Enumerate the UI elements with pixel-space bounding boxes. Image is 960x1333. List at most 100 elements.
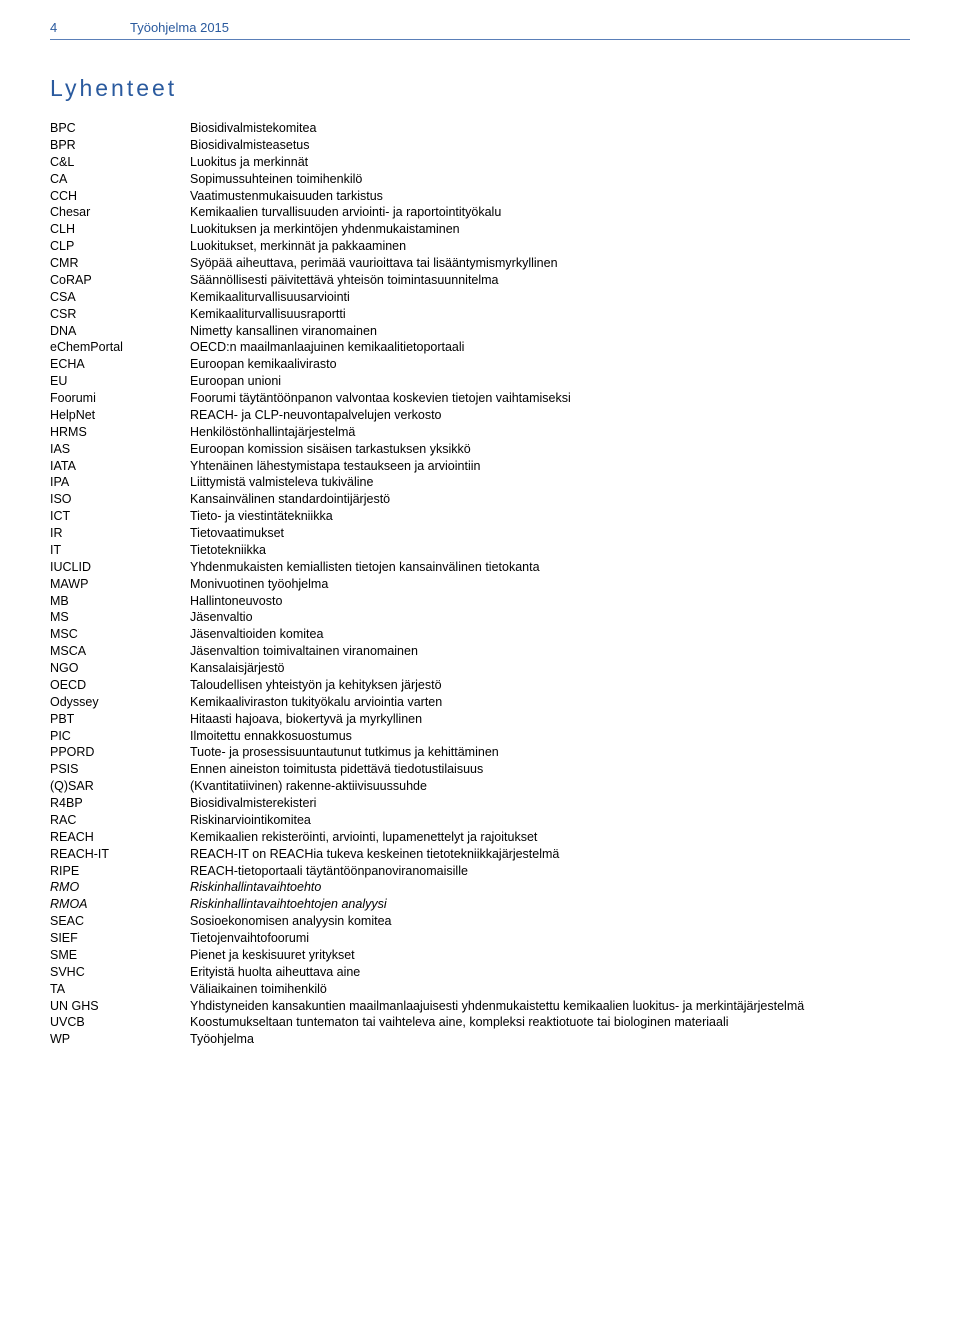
abbr-key: IR (50, 525, 190, 542)
abbr-row: CASopimussuhteinen toimihenkilö (50, 171, 910, 188)
abbr-row: ISOKansainvälinen standardointijärjestö (50, 491, 910, 508)
abbr-value: Luokitukset, merkinnät ja pakkaaminen (190, 238, 910, 255)
abbr-row: RMORiskinhallintavaihtoehto (50, 879, 910, 896)
abbr-key: RAC (50, 812, 190, 829)
abbr-row: ECHAEuroopan kemikaalivirasto (50, 356, 910, 373)
abbr-row: UN GHSYhdistyneiden kansakuntien maailma… (50, 998, 910, 1015)
abbr-row: UVCBKoostumukseltaan tuntematon tai vaih… (50, 1014, 910, 1031)
abbr-row: TAVäliaikainen toimihenkilö (50, 981, 910, 998)
abbr-row: BPRBiosidivalmisteasetus (50, 137, 910, 154)
abbr-key: PPORD (50, 744, 190, 761)
abbr-row: FoorumiFoorumi täytäntöönpanon valvontaa… (50, 390, 910, 407)
abbr-key: (Q)SAR (50, 778, 190, 795)
abbr-key: WP (50, 1031, 190, 1048)
abbr-row: SIEFTietojenvaihtofoorumi (50, 930, 910, 947)
abbr-row: ChesarKemikaalien turvallisuuden arvioin… (50, 204, 910, 221)
abbr-row: CCHVaatimustenmukaisuuden tarkistus (50, 188, 910, 205)
abbr-key: HRMS (50, 424, 190, 441)
abbr-row: ITTietotekniikka (50, 542, 910, 559)
abbr-value: Biosidivalmisteasetus (190, 137, 910, 154)
abbr-row: MSCAJäsenvaltion toimivaltainen viranoma… (50, 643, 910, 660)
abbr-key: RMOA (50, 896, 190, 913)
abbr-value: Kemikaalien rekisteröinti, arviointi, lu… (190, 829, 910, 846)
abbr-value: Biosidivalmisterekisteri (190, 795, 910, 812)
abbr-value: REACH-tietoportaali täytäntöönpanovirano… (190, 863, 910, 880)
page: 4 Työohjelma 2015 Lyhenteet BPCBiosidiva… (0, 0, 960, 1333)
abbr-row: CLPLuokitukset, merkinnät ja pakkaaminen (50, 238, 910, 255)
abbr-key: MS (50, 609, 190, 626)
abbr-row: BPCBiosidivalmistekomitea (50, 120, 910, 137)
abbr-value: Jäsenvaltioiden komitea (190, 626, 910, 643)
abbr-row: RIPEREACH-tietoportaali täytäntöönpanovi… (50, 863, 910, 880)
abbr-row: CSAKemikaaliturvallisuusarviointi (50, 289, 910, 306)
abbr-row: SVHCErityistä huolta aiheuttava aine (50, 964, 910, 981)
document-title: Työohjelma 2015 (130, 20, 229, 35)
abbr-value: Syöpää aiheuttava, perimää vaurioittava … (190, 255, 910, 272)
abbr-row: IATAYhtenäinen lähestymistapa testauksee… (50, 458, 910, 475)
abbr-row: EUEuroopan unioni (50, 373, 910, 390)
page-number: 4 (50, 20, 130, 35)
abbr-key: MAWP (50, 576, 190, 593)
abbr-key: TA (50, 981, 190, 998)
abbr-key: BPR (50, 137, 190, 154)
abbr-key: CLP (50, 238, 190, 255)
abbr-row: PPORDTuote- ja prosessisuuntautunut tutk… (50, 744, 910, 761)
abbr-value: Euroopan komission sisäisen tarkastuksen… (190, 441, 910, 458)
abbr-key: PIC (50, 728, 190, 745)
abbr-row: (Q)SAR(Kvantitatiivinen) rakenne-aktiivi… (50, 778, 910, 795)
abbr-row: IUCLIDYhdenmukaisten kemiallisten tietoj… (50, 559, 910, 576)
abbr-value: Ilmoitettu ennakkosuostumus (190, 728, 910, 745)
abbr-key: SME (50, 947, 190, 964)
abbr-key: REACH (50, 829, 190, 846)
abbr-key: C&L (50, 154, 190, 171)
abbr-key: Odyssey (50, 694, 190, 711)
abbr-row: IPALiittymistä valmisteleva tukiväline (50, 474, 910, 491)
abbr-key: CSA (50, 289, 190, 306)
abbr-value: Yhtenäinen lähestymistapa testaukseen ja… (190, 458, 910, 475)
abbr-key: CoRAP (50, 272, 190, 289)
abbr-value: Yhdistyneiden kansakuntien maailmanlaaju… (190, 998, 910, 1015)
abbr-key: Foorumi (50, 390, 190, 407)
abbr-value: Jäsenvaltion toimivaltainen viranomainen (190, 643, 910, 660)
abbr-row: RMOARiskinhallintavaihtoehtojen analyysi (50, 896, 910, 913)
abbr-value: Kemikaaliviraston tukityökalu arviointia… (190, 694, 910, 711)
abbr-value: Liittymistä valmisteleva tukiväline (190, 474, 910, 491)
abbr-row: CMRSyöpää aiheuttava, perimää vaurioitta… (50, 255, 910, 272)
abbr-key: BPC (50, 120, 190, 137)
abbr-value: Kemikaaliturvallisuusraportti (190, 306, 910, 323)
abbreviations-table: BPCBiosidivalmistekomiteaBPRBiosidivalmi… (50, 120, 910, 1048)
abbr-value: Nimetty kansallinen viranomainen (190, 323, 910, 340)
abbr-row: PSISEnnen aineiston toimitusta pidettävä… (50, 761, 910, 778)
abbr-key: UVCB (50, 1014, 190, 1031)
abbr-value: Tietovaatimukset (190, 525, 910, 542)
abbr-value: Riskinhallintavaihtoehto (190, 879, 910, 896)
abbr-value: Erityistä huolta aiheuttava aine (190, 964, 910, 981)
abbr-key: CA (50, 171, 190, 188)
abbr-value: Luokitus ja merkinnät (190, 154, 910, 171)
abbr-row: MSJäsenvaltio (50, 609, 910, 626)
abbr-value: (Kvantitatiivinen) rakenne-aktiivisuussu… (190, 778, 910, 795)
abbr-row: SMEPienet ja keskisuuret yritykset (50, 947, 910, 964)
abbr-value: Tietojenvaihtofoorumi (190, 930, 910, 947)
abbr-key: IUCLID (50, 559, 190, 576)
abbr-key: UN GHS (50, 998, 190, 1015)
abbr-row: ICTTieto- ja viestintätekniikka (50, 508, 910, 525)
abbr-key: MSC (50, 626, 190, 643)
abbr-value: Kansainvälinen standardointijärjestö (190, 491, 910, 508)
abbr-value: Vaatimustenmukaisuuden tarkistus (190, 188, 910, 205)
abbr-key: CMR (50, 255, 190, 272)
abbr-row: C&LLuokitus ja merkinnät (50, 154, 910, 171)
abbr-row: IRTietovaatimukset (50, 525, 910, 542)
abbr-key: SVHC (50, 964, 190, 981)
abbr-row: CSRKemikaaliturvallisuusraportti (50, 306, 910, 323)
abbr-key: NGO (50, 660, 190, 677)
abbr-key: SEAC (50, 913, 190, 930)
abbr-value: Pienet ja keskisuuret yritykset (190, 947, 910, 964)
abbr-key: R4BP (50, 795, 190, 812)
abbr-row: IASEuroopan komission sisäisen tarkastuk… (50, 441, 910, 458)
abbr-key: OECD (50, 677, 190, 694)
abbr-key: ICT (50, 508, 190, 525)
abbr-key: SIEF (50, 930, 190, 947)
abbr-value: Säännöllisesti päivitettävä yhteisön toi… (190, 272, 910, 289)
abbr-value: Luokituksen ja merkintöjen yhdenmukaista… (190, 221, 910, 238)
